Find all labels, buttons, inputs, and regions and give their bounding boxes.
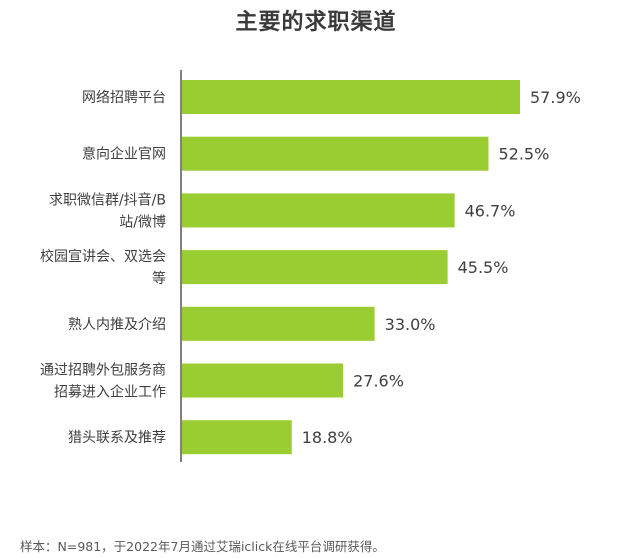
category-label-6: 猎头联系及推荐 bbox=[68, 430, 166, 446]
category-label-3-line-0: 校园宣讲会、双选会 bbox=[40, 248, 166, 265]
chart-title: 主要的求职渠道 bbox=[235, 10, 397, 35]
value-label-6: 18.8% bbox=[302, 428, 353, 447]
value-label-4: 33.0% bbox=[385, 315, 436, 334]
bar-6 bbox=[182, 420, 292, 455]
value-label-3: 45.5% bbox=[458, 258, 509, 277]
category-label-3-line-1: 等 bbox=[152, 270, 166, 287]
value-label-2: 46.7% bbox=[465, 201, 516, 220]
category-label-2-line-0: 求职微信群/抖音/B bbox=[49, 191, 166, 208]
category-label-5-line-1: 招募进入企业工作 bbox=[54, 384, 166, 401]
bar-5 bbox=[182, 363, 344, 398]
category-label-1: 意向企业官网 bbox=[82, 146, 166, 163]
value-label-0: 57.9% bbox=[530, 88, 581, 107]
bar-4 bbox=[182, 306, 375, 341]
category-label-2-line-1: 站/微博 bbox=[119, 213, 166, 230]
category-label-0: 网络招聘平台 bbox=[82, 90, 166, 106]
value-label-1: 52.5% bbox=[498, 145, 549, 164]
category-label-5-line-0: 通过招聘外包服务商 bbox=[40, 363, 166, 379]
footnote: 样本：N=981，于2022年7月通过艾瑞iclick在线平台调研获得。 bbox=[20, 539, 385, 554]
value-label-5: 27.6% bbox=[353, 372, 404, 391]
bar-0 bbox=[182, 80, 520, 114]
bar-1 bbox=[182, 136, 489, 171]
bar-2 bbox=[182, 193, 455, 228]
category-label-4: 熟人内推及介绍 bbox=[68, 317, 166, 333]
bar-3 bbox=[182, 250, 448, 285]
